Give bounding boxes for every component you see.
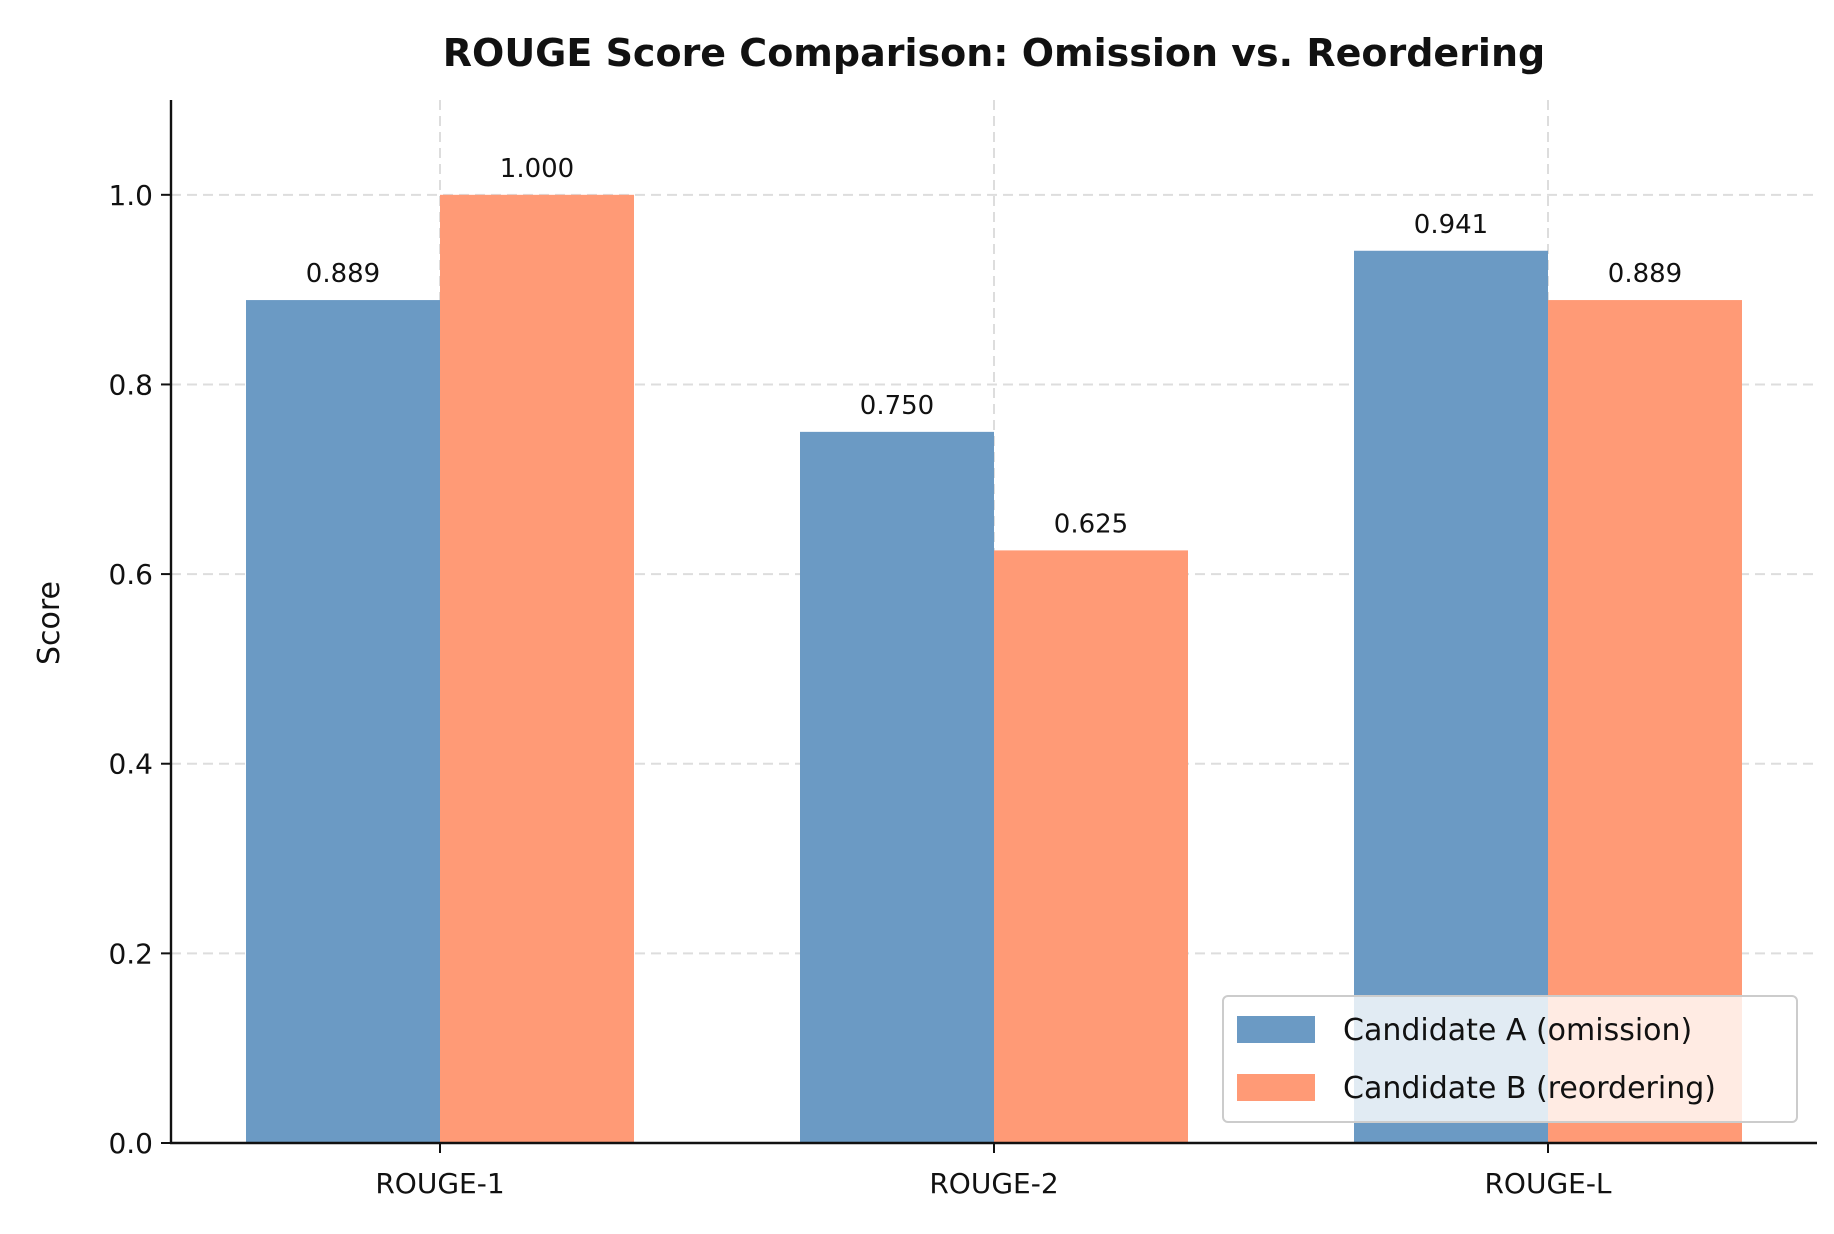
y-axis-label: Score bbox=[32, 581, 67, 665]
data-label: 0.750 bbox=[860, 391, 934, 421]
bar bbox=[440, 194, 634, 1143]
bar bbox=[1354, 250, 1548, 1143]
chart-title: ROUGE Score Comparison: Omission vs. Reo… bbox=[443, 31, 1545, 75]
x-tick-label: ROUGE-2 bbox=[929, 1167, 1058, 1200]
data-label: 0.889 bbox=[306, 259, 380, 289]
axis-layer: 0.0 0.2 0.4 0.6 0.8 1.0 ROUGE-1 ROUGE-2 ROUGE-L bbox=[108, 100, 1817, 1200]
y-tick-label: 1.0 bbox=[108, 179, 153, 212]
y-tick-label: 0.8 bbox=[108, 368, 153, 401]
y-tick-label: 0.4 bbox=[108, 748, 153, 781]
legend-label: Candidate B (reordering) bbox=[1343, 1071, 1716, 1106]
legend-swatch bbox=[1237, 1016, 1315, 1043]
bar-layer bbox=[246, 194, 1742, 1143]
data-label: 1.000 bbox=[500, 154, 574, 184]
x-tick-label: ROUGE-L bbox=[1484, 1167, 1611, 1200]
x-tick-label: ROUGE-1 bbox=[375, 1167, 504, 1200]
legend-label: Candidate A (omission) bbox=[1343, 1013, 1692, 1048]
data-label: 0.889 bbox=[1608, 259, 1682, 289]
y-tick-label: 0.2 bbox=[108, 937, 153, 970]
label-layer: 0.889 0.750 0.941 1.000 0.625 0.889 bbox=[306, 154, 1682, 540]
legend-box bbox=[1222, 995, 1798, 1123]
bar bbox=[994, 550, 1188, 1143]
data-label: 0.625 bbox=[1054, 509, 1128, 539]
data-label: 0.941 bbox=[1414, 210, 1488, 240]
y-tick-label: 0.6 bbox=[108, 558, 153, 591]
bar bbox=[246, 300, 440, 1143]
y-tick-label: 0.0 bbox=[108, 1127, 153, 1160]
bar bbox=[800, 431, 994, 1143]
legend: Candidate A (omission) Candidate B (reord… bbox=[1222, 995, 1798, 1123]
legend-swatch bbox=[1237, 1074, 1315, 1101]
